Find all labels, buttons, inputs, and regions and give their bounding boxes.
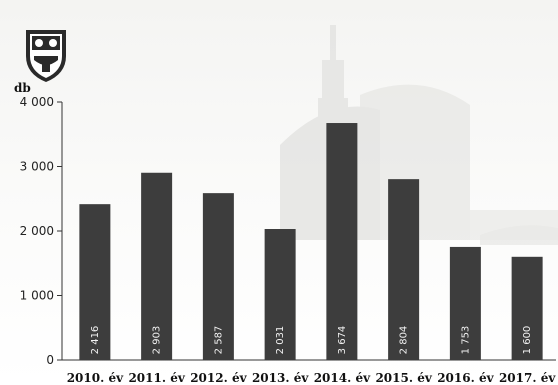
- x-tick-label: 2017. év: [499, 371, 556, 385]
- y-tick-label: 4 000: [20, 95, 54, 109]
- bar-value-label: 3 674: [337, 326, 348, 355]
- bar-2013: [264, 229, 296, 360]
- bars: 2 416 2 903 2 587 2 031 3 674 2 804 1 753 1 600: [79, 123, 543, 360]
- bar-value-label: 1 753: [460, 326, 471, 355]
- bar-2010: [79, 204, 111, 360]
- bar-2017: [511, 256, 543, 360]
- y-tick-label: 2 000: [20, 224, 54, 238]
- bar-2016: [449, 246, 481, 360]
- x-ticks: 2010. év 2011. év 2012. év 2013. év 2014. év…: [67, 371, 557, 385]
- bar-value-label: 2 903: [152, 326, 163, 355]
- bar-value-label: 2 031: [275, 326, 286, 355]
- y-ticks: 0 1 000 2 000 3 000 4 000: [20, 95, 62, 367]
- x-tick-label: 2015. év: [375, 371, 432, 385]
- x-tick-label: 2013. év: [252, 371, 309, 385]
- y-unit-label: db: [14, 81, 31, 95]
- x-tick-label: 2012. év: [190, 371, 247, 385]
- bar-value-label: 1 600: [522, 326, 533, 355]
- bar-value-label: 2 804: [399, 326, 410, 355]
- bar-2015: [388, 179, 420, 360]
- x-tick-label: 2014. év: [314, 371, 371, 385]
- y-tick-label: 0: [46, 353, 54, 367]
- x-tick-label: 2011. év: [128, 371, 185, 385]
- university-crest-icon: [26, 30, 66, 82]
- bar-2011: [141, 172, 173, 360]
- bar-2012: [202, 193, 234, 360]
- x-tick-label: 2016. év: [437, 371, 494, 385]
- bar-value-label: 2 587: [213, 326, 224, 355]
- bar-value-label: 2 416: [90, 326, 101, 355]
- axes: [61, 102, 556, 361]
- bar-2014: [326, 123, 358, 360]
- y-tick-label: 1 000: [20, 289, 54, 303]
- x-tick-label: 2010. év: [67, 371, 124, 385]
- y-tick-label: 3 000: [20, 160, 54, 174]
